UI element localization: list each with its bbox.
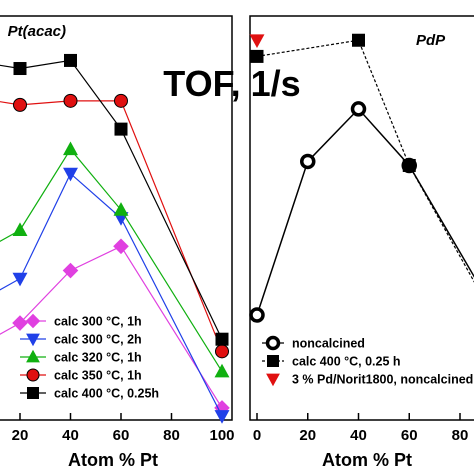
left-data-point <box>13 97 27 112</box>
right-data-point <box>300 153 316 170</box>
right-legend-marker <box>266 373 280 387</box>
right-xtick-label: 0 <box>253 427 261 444</box>
right-legend-label: 3 % Pd/Norit1800, noncalcined <box>292 373 473 387</box>
right-data-point <box>350 101 367 117</box>
left-data-point <box>12 272 28 287</box>
right-data-point <box>250 49 264 63</box>
left-data-point <box>114 93 128 108</box>
left-legend-label: calc 350 °C, 1h <box>54 369 142 383</box>
left-xaxis-label: Atom % Pt <box>68 450 158 470</box>
left-data-point <box>215 344 229 359</box>
left-panel: Pt(acac) 20 40 60 80 100 Atom % Pt calc 300 °C,… <box>0 15 235 470</box>
left-xtick-label: 40 <box>62 427 79 444</box>
right-legend-marker <box>267 355 279 367</box>
left-data-point <box>214 363 230 378</box>
left-series-line <box>0 100 223 352</box>
right-series-line <box>256 39 474 283</box>
left-legend-label: calc 300 °C, 2h <box>54 333 142 347</box>
left-data-point <box>113 202 129 216</box>
right-legend-marker <box>265 335 281 351</box>
left-data-point <box>113 238 129 255</box>
left-legend-marker <box>26 349 40 363</box>
right-xaxis-label: Atom % Pt <box>322 450 412 470</box>
right-data-point <box>352 33 365 47</box>
right-panel: PdP 0 20 40 60 80 Atom % Pt noncalcined calc 400… <box>249 15 474 470</box>
left-data-point <box>12 315 28 331</box>
right-legend-label: noncalcined <box>292 337 365 351</box>
left-legend-label: calc 300 °C, 1h <box>54 315 142 329</box>
left-legend-marker <box>25 313 41 329</box>
left-data-point <box>214 410 230 424</box>
right-legend-label: calc 400 °C, 0.25 h <box>292 355 401 369</box>
left-legend-label: calc 400 °C, 0.25h <box>54 387 159 401</box>
left-legend-marker <box>26 368 40 382</box>
right-label: PdP <box>416 32 446 49</box>
left-xtick-label: 60 <box>113 427 130 444</box>
right-data-point <box>249 34 265 49</box>
left-data-point <box>62 262 79 279</box>
left-legend-marker <box>27 387 39 399</box>
right-xtick-label: 40 <box>350 427 367 444</box>
left-data-point <box>12 222 28 236</box>
left-xtick-label: 80 <box>163 427 180 444</box>
left-data-point <box>215 332 229 346</box>
left-xtick-label: 100 <box>209 427 234 444</box>
left-data-point <box>63 141 78 156</box>
overlay-title: TOF, 1/s <box>163 63 300 104</box>
left-data-point <box>114 122 128 136</box>
left-label: Pt(acac) <box>8 23 66 40</box>
left-frame <box>0 15 233 421</box>
left-legend-marker <box>26 333 40 347</box>
right-xtick-label: 80 <box>452 427 469 444</box>
left-data-point <box>63 167 78 182</box>
right-series-line <box>256 107 474 316</box>
right-data-point <box>249 307 265 323</box>
right-data-point <box>402 158 416 172</box>
right-xtick-label: 60 <box>401 427 418 444</box>
left-legend-label: calc 320 °C, 1h <box>54 351 142 365</box>
right-xtick-label: 20 <box>299 427 316 444</box>
left-data-point <box>13 62 27 76</box>
left-xtick-label: 20 <box>12 427 29 444</box>
left-data-point <box>64 53 77 67</box>
right-frame <box>249 15 474 421</box>
left-data-point <box>63 93 78 108</box>
